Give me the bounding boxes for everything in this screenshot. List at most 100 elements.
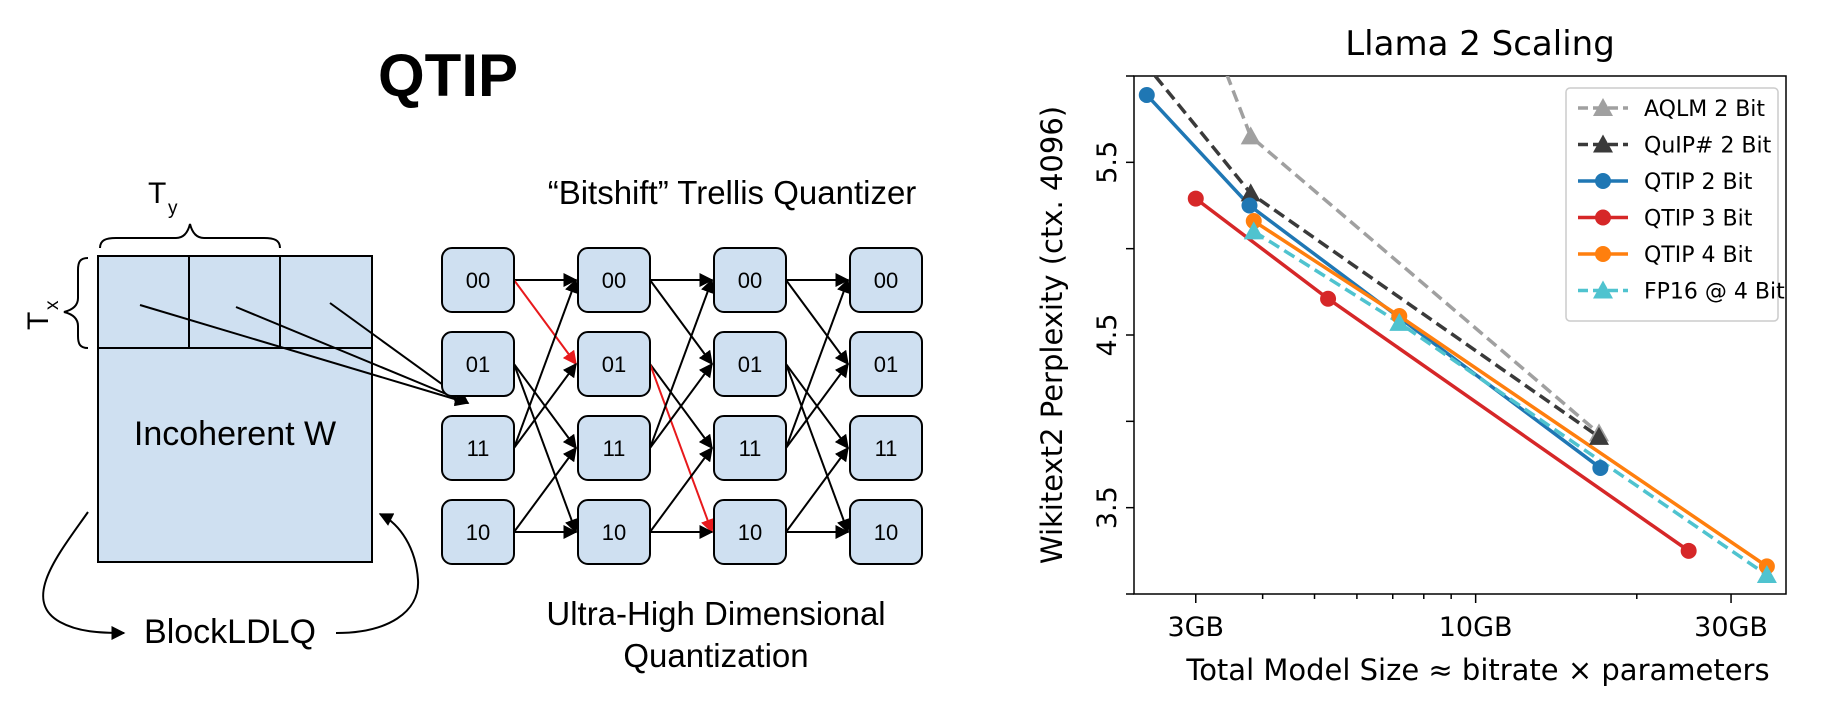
- trellis-edge: [513, 363, 579, 534]
- trellis-node: [441, 331, 515, 397]
- legend-label: QTIP 3 Bit: [1644, 207, 1753, 232]
- trellis-node: [713, 331, 787, 397]
- data-point: [1592, 459, 1609, 476]
- trellis-edge: [785, 278, 851, 449]
- trellis-node: [849, 499, 923, 565]
- trellis-node-label: 01: [466, 352, 490, 377]
- trellis-node: [713, 247, 787, 313]
- data-point: [1187, 190, 1204, 207]
- legend-swatch-marker: [1595, 246, 1611, 262]
- qtip-diagram: QTIP T y T x Incoherent W BlockLDLQ “Bit…: [22, 42, 923, 674]
- trellis-node: [577, 331, 651, 397]
- trellis-node: [713, 499, 787, 565]
- trellis-edge-highlight: [513, 279, 577, 366]
- trellis-edge: [785, 446, 849, 533]
- trellis-node-label: 10: [738, 520, 762, 545]
- legend-swatch-marker: [1593, 280, 1613, 299]
- trellis-caption-line2: Quantization: [623, 637, 808, 674]
- trellis-node-label: 00: [466, 268, 490, 293]
- x-tick-label: 30GB: [1694, 612, 1768, 643]
- ty-subscript: y: [168, 198, 178, 219]
- trellis-edge: [513, 446, 577, 533]
- trellis-node-label: 11: [603, 436, 626, 461]
- block-arrow-1: [139, 304, 470, 407]
- diagram-title: QTIP: [378, 42, 518, 109]
- data-point: [1389, 312, 1410, 331]
- data-point: [1240, 126, 1261, 145]
- trellis-edge: [785, 279, 849, 366]
- trellis-node: [577, 415, 651, 481]
- tx-subscript: x: [42, 300, 63, 310]
- x-axis-label: Total Model Size ≈ bitrate × parameters: [1185, 653, 1769, 687]
- trellis-node: [849, 415, 923, 481]
- x-axis: 3GB 10GB 30GB: [1167, 594, 1768, 643]
- trellis-edge: [649, 278, 715, 449]
- ty-brace: [99, 223, 281, 249]
- chart-legend: AQLM 2 Bit QuIP# 2 Bit QTIP 2 Bit QTIP 3 Bi…: [1565, 87, 1785, 322]
- trellis-edge: [649, 446, 713, 533]
- x-tick-label: 10GB: [1439, 612, 1513, 643]
- y-axis-label: Wikitext2 Perplexity (ctx. 4096): [1035, 106, 1069, 564]
- trellis-node-label: 11: [739, 436, 762, 461]
- y-tick-label: 4.5: [1092, 314, 1123, 357]
- x-tick-label: 3GB: [1167, 612, 1224, 643]
- legend-swatch-marker: [1593, 98, 1613, 116]
- trellis-node-label: 10: [874, 520, 898, 545]
- trellis-title: “Bitshift” Trellis Quantizer: [548, 174, 917, 211]
- trellis-node-label: 01: [874, 352, 898, 377]
- legend-swatch-marker: [1595, 209, 1611, 226]
- trellis-edge: [785, 363, 851, 534]
- trellis-caption-line1: Ultra-High Dimensional: [546, 595, 885, 632]
- trellis-node-label: 00: [874, 268, 898, 293]
- blockldlq-loop-left: [42, 511, 126, 640]
- trellis-graph: 00 01 11 10 00 01 11 10 00 01 11 10 00 01 11 10: [441, 247, 923, 565]
- data-point: [1589, 426, 1610, 445]
- trellis-node-label: 00: [602, 268, 626, 293]
- trellis-node: [713, 415, 787, 481]
- tx-label: T: [22, 312, 55, 330]
- trellis-node-label: 10: [466, 520, 490, 545]
- trellis-edge: [513, 362, 577, 449]
- data-point: [1241, 197, 1258, 214]
- trellis-node-label: 10: [602, 520, 626, 545]
- blockldlq-loop-right: [335, 513, 420, 634]
- legend-box: [1565, 87, 1779, 322]
- block-arrow-2: [235, 306, 470, 405]
- legend-label: QTIP 4 Bit: [1644, 243, 1753, 268]
- trellis-node: [849, 331, 923, 397]
- data-point: [1680, 542, 1697, 559]
- llama2-scaling-chart: Llama 2 Scaling 3GB 10GB 30GB 3.5 4.5 5.5 To…: [1035, 24, 1787, 687]
- trellis-node-label: 11: [875, 436, 898, 461]
- y-tick-label: 3.5: [1092, 486, 1123, 529]
- legend-swatch-marker: [1595, 173, 1611, 189]
- data-point: [1243, 221, 1264, 240]
- data-point: [1138, 86, 1155, 103]
- data-point: [1240, 183, 1261, 202]
- matrix-label: Incoherent W: [134, 415, 336, 453]
- trellis-node: [441, 247, 515, 313]
- ty-label: T: [148, 177, 166, 210]
- tx-brace: [63, 257, 89, 349]
- trellis-edge: [649, 279, 713, 366]
- blockldlq-label: BlockLDLQ: [144, 613, 316, 651]
- legend-label: QTIP 2 Bit: [1644, 170, 1753, 195]
- data-point: [1320, 290, 1337, 307]
- trellis-edge: [785, 362, 849, 449]
- trellis-node: [577, 247, 651, 313]
- trellis-edge-highlight: [649, 363, 715, 534]
- trellis-node: [849, 247, 923, 313]
- legend-label: QuIP# 2 Bit: [1644, 134, 1772, 159]
- legend-swatch-marker: [1593, 134, 1613, 153]
- trellis-node-label: 00: [738, 268, 762, 293]
- data-point: [1245, 213, 1262, 230]
- trellis-node-label: 01: [738, 352, 762, 377]
- trellis-edge: [649, 362, 713, 449]
- y-axis: 3.5 4.5 5.5: [1092, 75, 1134, 595]
- data-point: [1756, 565, 1777, 584]
- trellis-edge: [513, 278, 579, 449]
- incoherent-matrix: [97, 255, 373, 563]
- trellis-node-label: 11: [467, 436, 490, 461]
- y-tick-label: 5.5: [1092, 141, 1123, 184]
- series-markers: [1138, 86, 1777, 584]
